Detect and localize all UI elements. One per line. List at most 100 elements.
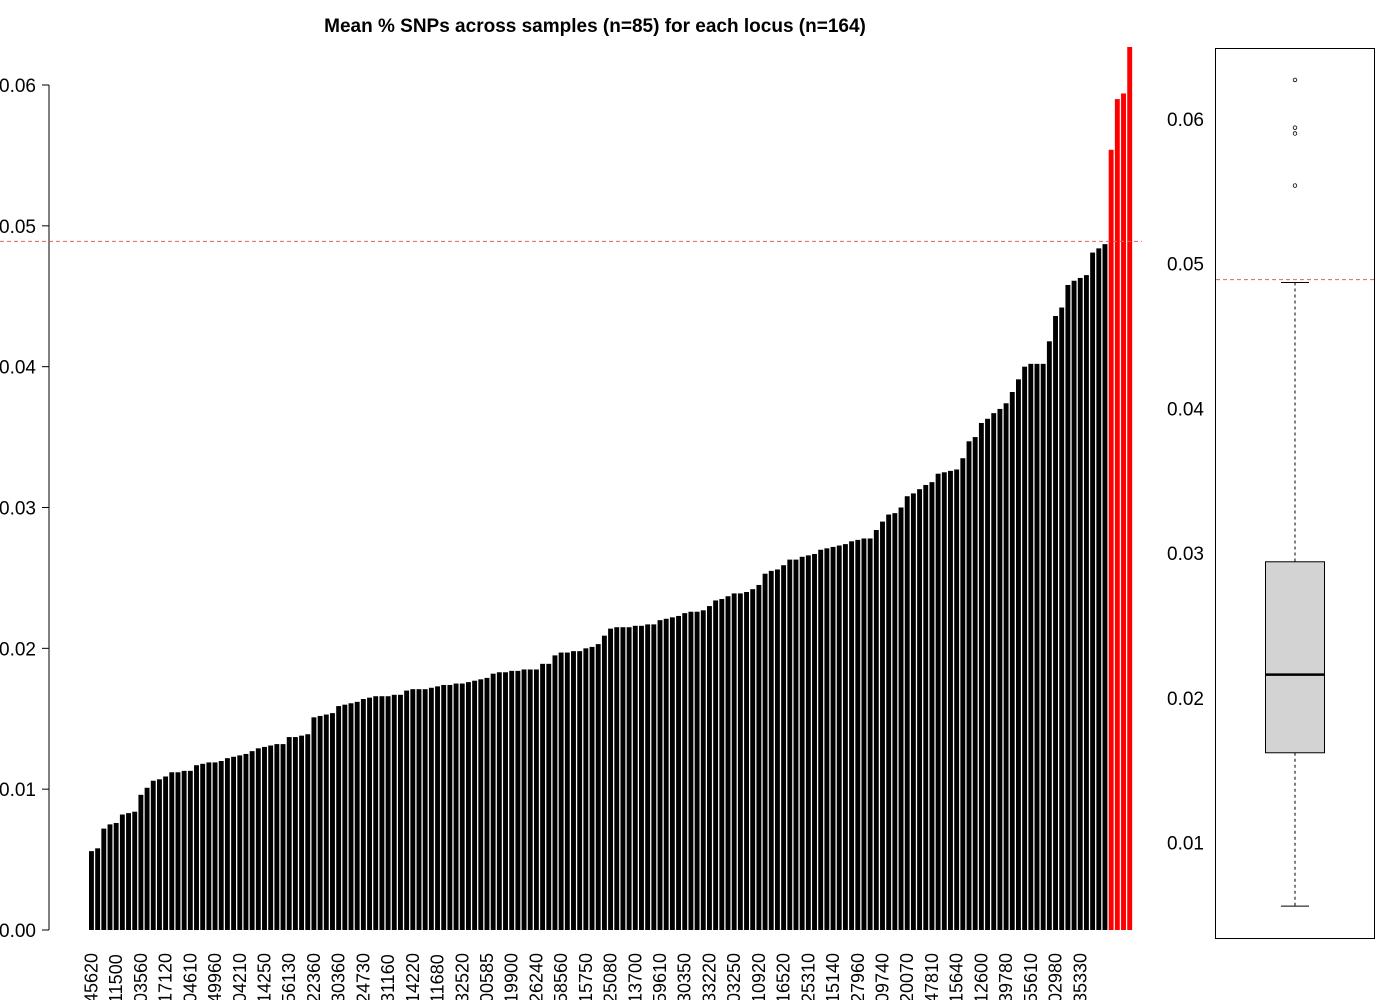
bar [1016, 379, 1021, 931]
box-y-tick-label: 0.01 [1167, 834, 1204, 855]
box-y-tick-label: 0.06 [1167, 110, 1204, 131]
bar [113, 822, 119, 930]
bar [861, 538, 867, 930]
bar [194, 765, 199, 931]
bar [330, 713, 335, 930]
y-tick-label: 0.06 [0, 76, 36, 97]
box-y-tick-label: 0.04 [1167, 399, 1204, 420]
x-tick-label: 17120 [156, 953, 176, 1000]
bar [428, 687, 434, 930]
bar [1114, 99, 1120, 930]
bar [725, 596, 731, 930]
box-y-tick-label: 0.02 [1167, 689, 1204, 710]
bar [645, 624, 651, 930]
bar [707, 606, 712, 930]
bar [119, 814, 125, 930]
bar [1108, 149, 1114, 930]
bar [1127, 46, 1133, 931]
bar [762, 573, 768, 930]
bar [496, 672, 502, 930]
outlier-point [1292, 125, 1298, 130]
bar [1077, 277, 1083, 930]
bar [200, 763, 206, 930]
bar [620, 627, 626, 930]
bar [923, 484, 929, 930]
x-tick-label: 11500 [106, 954, 126, 1000]
bar [1009, 392, 1015, 930]
bar [676, 615, 681, 930]
bar [280, 744, 286, 930]
bar [941, 472, 947, 930]
bar [391, 694, 397, 930]
bar [292, 737, 298, 930]
bar [595, 644, 601, 930]
x-tick-label: 31160 [378, 954, 398, 1000]
bar [867, 538, 873, 930]
bar [465, 682, 471, 930]
bar [991, 413, 997, 930]
bar [126, 813, 131, 930]
bar [237, 755, 243, 930]
x-tick-label: 33220 [699, 953, 719, 1000]
x-tick-label: 04610 [180, 953, 200, 1000]
x-tick-label: 14220 [403, 953, 423, 1000]
bar [626, 627, 632, 930]
bar [750, 589, 756, 930]
bar [181, 770, 187, 930]
x-tick-label: 25080 [601, 953, 621, 1000]
bar [608, 628, 614, 930]
x-tick-label: 35330 [1070, 953, 1090, 1000]
x-tick-label: 11680 [428, 954, 448, 1000]
x-tick-label: 47810 [922, 953, 942, 1000]
bar [663, 618, 669, 930]
bar [583, 648, 589, 930]
bar [323, 714, 329, 930]
bar [669, 617, 675, 930]
x-tick-label: 20070 [897, 953, 917, 1000]
bar [1096, 248, 1102, 930]
bar [639, 625, 644, 930]
bar [700, 610, 706, 930]
bar [1046, 341, 1052, 930]
bar [490, 673, 496, 930]
bar [441, 684, 447, 930]
bar [682, 613, 688, 931]
bar [398, 694, 403, 930]
bar [632, 625, 638, 930]
bar [255, 748, 261, 931]
bar [768, 570, 774, 931]
bar [503, 672, 508, 930]
y-tick-label: 0.00 [0, 921, 36, 942]
bar [564, 652, 570, 930]
bar [836, 545, 842, 930]
bar [1040, 363, 1046, 931]
x-tick-label: 00585 [477, 953, 497, 1000]
bar [354, 701, 360, 930]
outlier-point [1292, 183, 1298, 188]
bar [453, 683, 459, 930]
bar [379, 696, 385, 930]
x-tick-label: 55610 [1021, 953, 1041, 1000]
bar [527, 669, 533, 930]
bar [552, 655, 558, 931]
bar [589, 646, 595, 930]
bar [1028, 363, 1034, 931]
outlier-point [1292, 77, 1298, 83]
bar [978, 423, 984, 930]
bar [360, 699, 366, 930]
bar [774, 569, 780, 930]
bar [892, 513, 898, 930]
x-tick-label: 19900 [502, 953, 522, 1000]
x-tick-label: 04210 [230, 953, 250, 1000]
bar [1065, 284, 1071, 931]
x-tick-label: 26240 [526, 953, 546, 1000]
bar [935, 473, 941, 930]
y-tick-label: 0.04 [0, 358, 36, 379]
x-tick-label: 02980 [1046, 953, 1066, 1000]
x-tick-label: 30360 [329, 953, 349, 1000]
bar [657, 620, 663, 930]
bar [533, 669, 539, 930]
bar [713, 600, 719, 930]
